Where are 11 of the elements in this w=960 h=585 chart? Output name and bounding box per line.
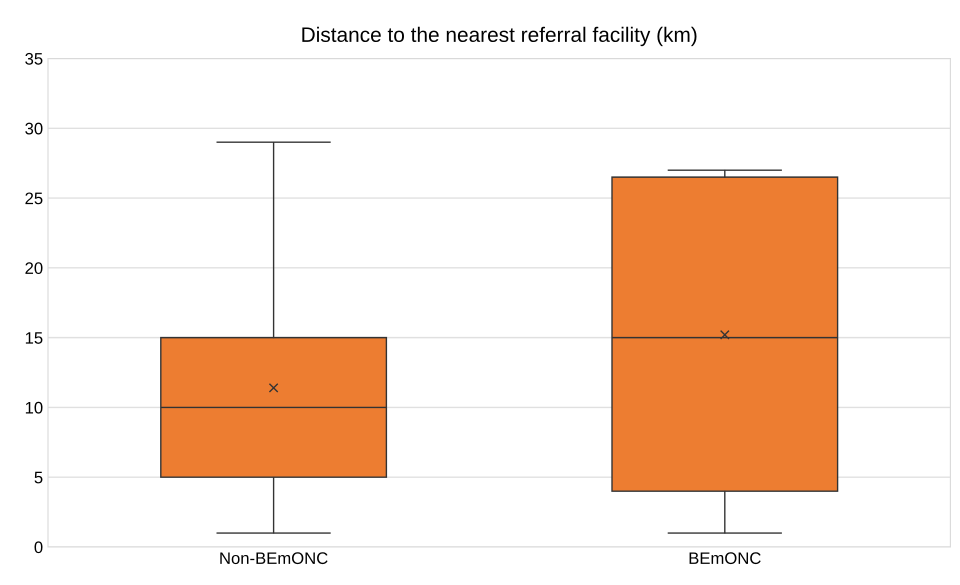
y-tick-label: 10 bbox=[26, 402, 42, 414]
x-tick-label: BEmONC bbox=[690, 552, 761, 564]
y-tick-label: 0 bbox=[34, 541, 42, 554]
y-tick-label: 5 bbox=[34, 472, 42, 484]
x-tick-label: Non-BEmONC bbox=[220, 552, 328, 564]
chart-title: Distance to the nearest referral facility (km) bbox=[302, 26, 696, 46]
y-tick-label: 30 bbox=[25, 122, 42, 134]
y-tick-label: 20 bbox=[25, 262, 42, 274]
y-tick-label: 35 bbox=[25, 52, 42, 65]
y-tick-label: 15 bbox=[26, 332, 42, 344]
y-tick-label: 25 bbox=[25, 192, 42, 204]
